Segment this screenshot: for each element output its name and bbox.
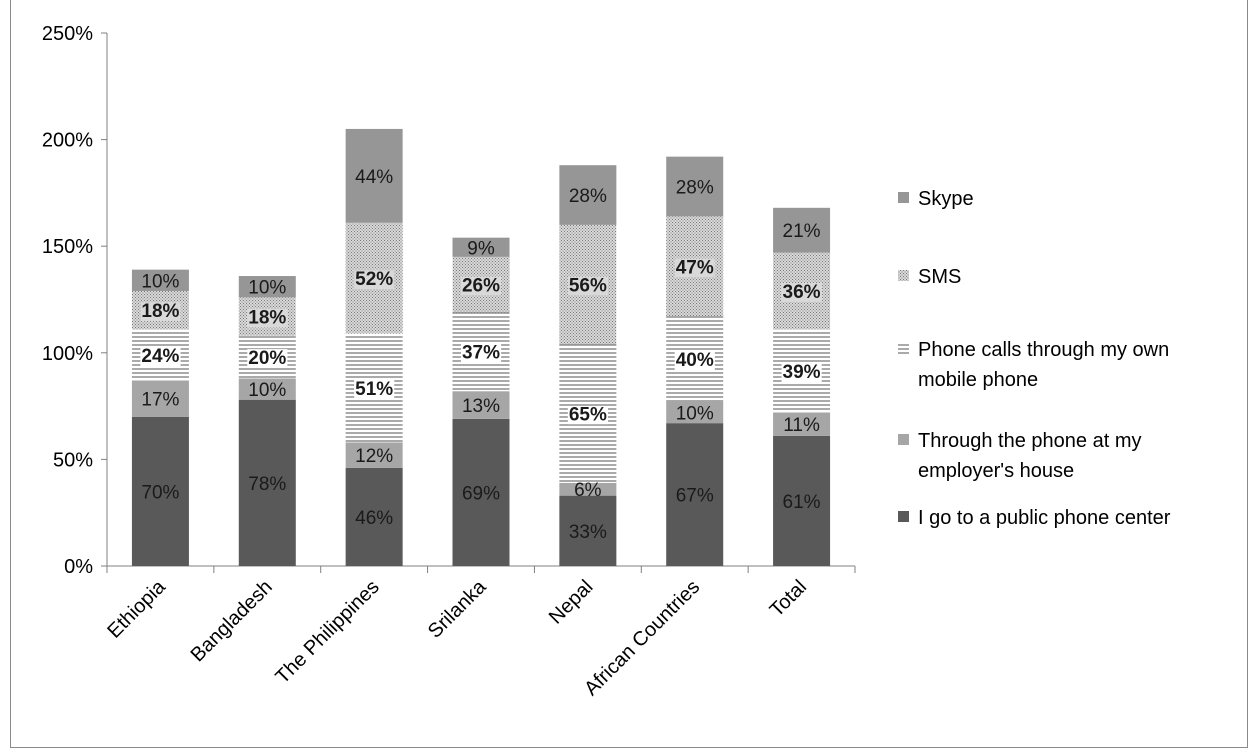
legend-label: mobile phone — [918, 369, 1038, 391]
data-label: 6% — [574, 480, 602, 501]
bar-segment — [559, 482, 617, 496]
bar-segment — [345, 128, 403, 223]
data-label: 36% — [783, 282, 821, 303]
bar-segment — [773, 412, 831, 436]
bar-segment — [131, 416, 189, 566]
data-label: 28% — [569, 186, 607, 207]
bar-segment — [666, 401, 724, 424]
legend-swatch — [898, 434, 909, 445]
data-label-background — [674, 258, 715, 278]
data-label: 61% — [783, 492, 821, 513]
data-label: 52% — [355, 269, 393, 290]
legend-swatch — [898, 192, 909, 203]
bar-segment — [773, 207, 831, 253]
data-label: 69% — [462, 483, 500, 504]
x-tick-label: Nepal — [545, 576, 598, 629]
data-label: 44% — [355, 167, 393, 188]
legend-swatch — [898, 343, 909, 354]
legend-label: Skype — [918, 188, 974, 210]
legend-label: employer's house — [918, 460, 1074, 482]
bar-segment — [238, 399, 296, 566]
data-labels: 70% 17% 24% 18% 10% 78% 10% 20% 18% 10% 46% 12% 51% 5… — [140, 167, 822, 543]
data-label-background — [781, 362, 822, 382]
y-tick-label: 250% — [42, 23, 93, 45]
bar-segment — [559, 495, 617, 566]
data-label: 70% — [141, 482, 179, 503]
bar-segment — [238, 378, 296, 400]
y-tick-label: 100% — [42, 343, 93, 365]
data-label: 39% — [783, 362, 821, 383]
data-label-background — [460, 276, 502, 296]
data-label: 20% — [248, 348, 286, 369]
data-label-background — [567, 276, 608, 296]
chart-frame — [10, 0, 1248, 748]
y-tick-label: 50% — [53, 449, 93, 471]
data-label: 65% — [569, 405, 607, 426]
data-label: 10% — [248, 278, 286, 299]
x-tick-label: The Philippines — [271, 576, 383, 688]
bar-segment — [666, 156, 724, 217]
data-label: 11% — [783, 415, 820, 436]
x-tick-label: Srilanka — [424, 575, 491, 642]
bar-segment — [452, 391, 510, 419]
data-label: 40% — [676, 350, 714, 371]
data-label: 10% — [141, 271, 179, 292]
data-label: 10% — [676, 403, 714, 424]
data-label: 10% — [248, 380, 286, 401]
y-tick-label: 150% — [42, 236, 93, 258]
data-label-background — [567, 405, 608, 425]
data-label: 9% — [467, 238, 495, 259]
data-label: 78% — [248, 474, 286, 495]
data-label: 51% — [355, 379, 393, 400]
bar-segment — [131, 269, 189, 291]
bar-segment — [345, 442, 403, 468]
legend-label: SMS — [918, 266, 961, 288]
legend-swatch — [898, 511, 909, 522]
bar-segment — [238, 276, 296, 298]
data-label: 56% — [569, 276, 607, 297]
data-label: 24% — [141, 346, 179, 367]
bar-segment — [345, 467, 403, 566]
data-label-background — [247, 349, 288, 369]
data-label: 37% — [462, 343, 500, 364]
x-tick-label: Ethiopia — [103, 575, 170, 642]
bar-segment — [131, 380, 189, 417]
x-tick-label: Bangladesh — [187, 576, 277, 666]
legend-label: I go to a public phone center — [918, 507, 1171, 529]
y-tick-label: 0% — [64, 556, 93, 578]
data-label-background — [140, 346, 181, 366]
legend-label: Phone calls through my own — [918, 339, 1169, 361]
data-label-background — [140, 302, 181, 322]
data-label: 18% — [248, 308, 286, 329]
data-label-background — [354, 379, 395, 399]
data-label-background — [247, 308, 288, 328]
data-label: 13% — [462, 396, 500, 417]
data-label-background — [460, 343, 502, 363]
data-label-background — [781, 282, 822, 302]
data-label: 12% — [355, 446, 393, 467]
data-label-background — [674, 351, 715, 371]
data-label: 21% — [783, 221, 821, 242]
data-label: 28% — [676, 178, 714, 199]
data-label: 33% — [569, 522, 607, 543]
bar-segment — [452, 237, 510, 257]
data-label: 46% — [355, 508, 393, 529]
data-label: 67% — [676, 486, 714, 507]
legend-swatch — [898, 270, 909, 281]
data-label: 18% — [141, 301, 179, 322]
data-label: 17% — [141, 390, 179, 411]
data-label: 47% — [676, 257, 714, 278]
data-label-background — [354, 270, 395, 290]
bar-segment — [773, 435, 831, 566]
bar-segment — [666, 423, 724, 566]
bar-segment — [452, 418, 510, 566]
data-label: 26% — [462, 276, 500, 297]
bar-segment — [559, 165, 617, 225]
legend-label: Through the phone at my — [918, 430, 1141, 452]
legend: Skype SMS Phone calls through my own mobile… — [898, 188, 1171, 529]
x-tick-label: African Countries — [580, 576, 704, 700]
y-tick-label: 200% — [42, 130, 93, 152]
x-tick-label: Total — [766, 576, 811, 621]
